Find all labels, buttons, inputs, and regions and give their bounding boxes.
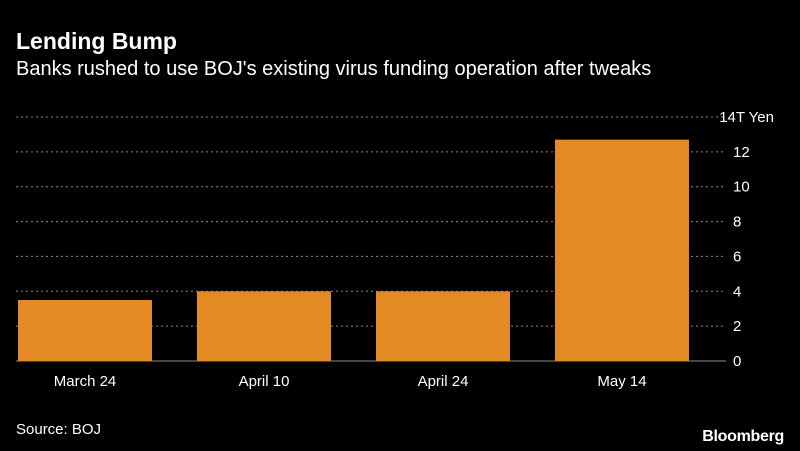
x-tick-label: April 24 bbox=[418, 373, 469, 390]
y-tick-label: 12 bbox=[733, 144, 750, 161]
x-axis-ticks: March 24 April 10 April 24 May 14 bbox=[54, 373, 647, 390]
y-tick-label: 8 bbox=[733, 214, 741, 231]
y-tick-label: 0 bbox=[733, 353, 741, 370]
bloomberg-logo: Bloomberg bbox=[702, 428, 784, 445]
y-tick-label: 10 bbox=[733, 179, 750, 196]
chart-title: Lending Bump bbox=[16, 28, 177, 54]
y-axis-ticks: 0 2 4 6 8 10 12 14T Yen bbox=[719, 109, 774, 370]
chart-subtitle: Banks rushed to use BOJ's existing virus… bbox=[16, 58, 652, 80]
y-tick-label: 4 bbox=[733, 283, 741, 300]
bar bbox=[555, 139, 689, 361]
x-tick-label: March 24 bbox=[54, 373, 117, 390]
bar bbox=[18, 300, 152, 361]
x-tick-label: April 10 bbox=[239, 373, 290, 390]
bar bbox=[197, 291, 331, 361]
bar bbox=[376, 291, 510, 361]
y-tick-label: 2 bbox=[733, 318, 741, 335]
x-tick-label: May 14 bbox=[597, 373, 646, 390]
bars bbox=[18, 139, 689, 361]
y-tick-label: 6 bbox=[733, 248, 741, 265]
source-note: Source: BOJ bbox=[16, 421, 102, 438]
y-axis-unit-label: 14T Yen bbox=[719, 109, 774, 126]
